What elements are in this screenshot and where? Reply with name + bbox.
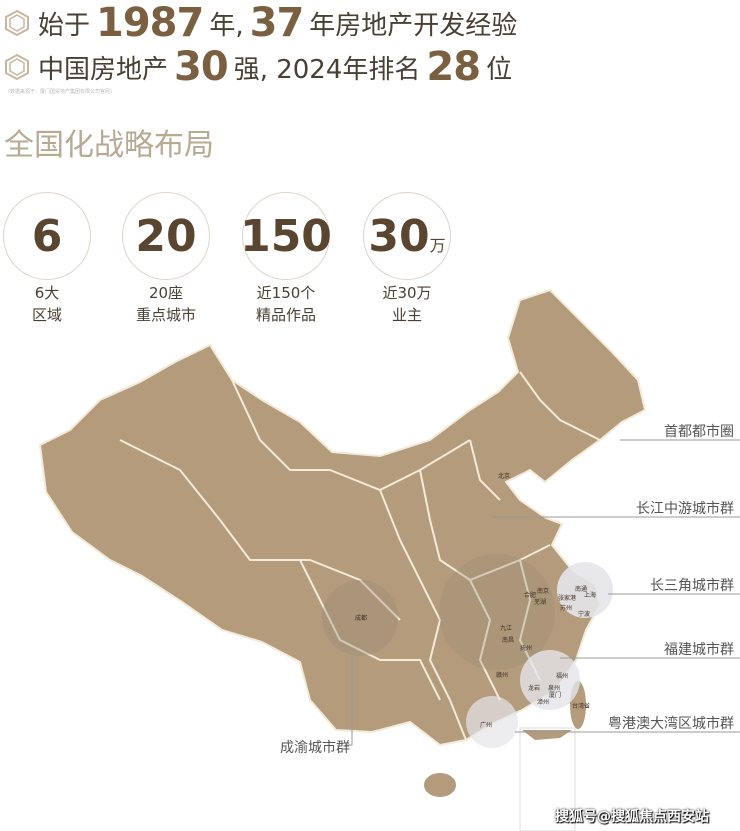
city-label: 九江	[500, 624, 512, 632]
stat-caption: 区域	[31, 306, 62, 324]
intro-text: 强, 2024年排名	[233, 54, 421, 85]
founded-year: 1987	[96, 0, 204, 46]
cluster-label: 成渝城市群	[280, 740, 350, 756]
source-note: (数据来源于：厦门国贸地产集团有限公司官网)	[8, 89, 112, 95]
leader-lines	[345, 439, 740, 746]
intro-text: 位	[486, 54, 513, 85]
stat-caption: 近150个	[256, 284, 316, 302]
stat-caption: 业主	[391, 306, 422, 324]
stat-circle: 150	[240, 192, 332, 280]
ranking: 28	[426, 44, 481, 90]
top-rank: 30	[174, 44, 229, 90]
cluster-label: 粤港澳大湾区城市群	[608, 716, 734, 732]
hainan	[424, 773, 456, 797]
city-label: 张家港	[558, 594, 576, 602]
city-label: 宁波	[578, 610, 590, 618]
section-title: 全国化战略布局	[4, 128, 214, 163]
years-experience: 37	[249, 0, 305, 46]
city-label: 漳州	[537, 698, 549, 706]
city-label: 芜湖	[534, 598, 546, 606]
city-label: 龙岩	[528, 684, 540, 692]
stat-caption: 近30万	[382, 284, 432, 302]
city-label: 合肥	[524, 591, 536, 599]
intro-text: 年,	[209, 10, 244, 41]
city-label: 福州	[556, 672, 568, 680]
intro-line-2: 中国房地产 30 强, 2024年排名 28 位	[4, 44, 512, 90]
city-label: 南昌	[502, 636, 514, 644]
watermark: 搜狐号@搜狐焦点西安站	[555, 809, 709, 825]
city-label: 泉州	[548, 684, 560, 692]
cluster-circles	[322, 554, 613, 748]
city-label: 北京	[498, 472, 510, 480]
stat-caption: 20座	[148, 284, 184, 302]
hexagon-icon	[5, 10, 29, 36]
stat-caption: 6大	[34, 284, 60, 302]
stat-circle: 20	[122, 192, 210, 280]
province-borders	[119, 371, 601, 741]
stat-owners: 30 万 近30万 业主	[362, 192, 452, 324]
cluster-label: 长江中游城市群	[636, 501, 734, 517]
south-china-sea-inset	[519, 727, 576, 831]
stat-circle: 30 万	[363, 192, 451, 280]
stat-circle: 6	[3, 192, 91, 280]
stat-caption: 精品作品	[255, 306, 316, 324]
intro-text: 年房地产开发经验	[309, 10, 518, 41]
stat-regions: 6 6大 区域	[2, 192, 92, 324]
city-label: 厦门	[549, 691, 561, 699]
city-label: 成都	[355, 614, 367, 622]
city-label: 广州	[480, 721, 492, 729]
city-label: 上海	[584, 591, 596, 599]
intro-text: 中国房地产	[38, 54, 169, 85]
stat-caption: 重点城市	[135, 306, 196, 324]
city-label: 苏州	[560, 604, 572, 612]
hexagon-icon	[5, 54, 29, 80]
intro-text: 始于	[38, 10, 91, 41]
city-label: 抚州	[520, 644, 532, 652]
stat-projects: 150 近150个 精品作品	[240, 192, 332, 324]
cluster-label: 首都都市圈	[664, 424, 734, 440]
city-label: 赣州	[496, 671, 508, 679]
mainland	[38, 288, 647, 747]
city-label: 南通	[575, 585, 587, 593]
city-label: 台湾省	[572, 702, 590, 710]
stat-cities: 20 20座 重点城市	[121, 192, 211, 324]
cluster-label: 福建城市群	[664, 642, 734, 658]
intro-line-1: 始于 1987 年, 37 年房地产开发经验	[4, 0, 517, 46]
cluster-label: 长三角城市群	[650, 578, 734, 594]
city-label: 南京	[537, 587, 549, 595]
